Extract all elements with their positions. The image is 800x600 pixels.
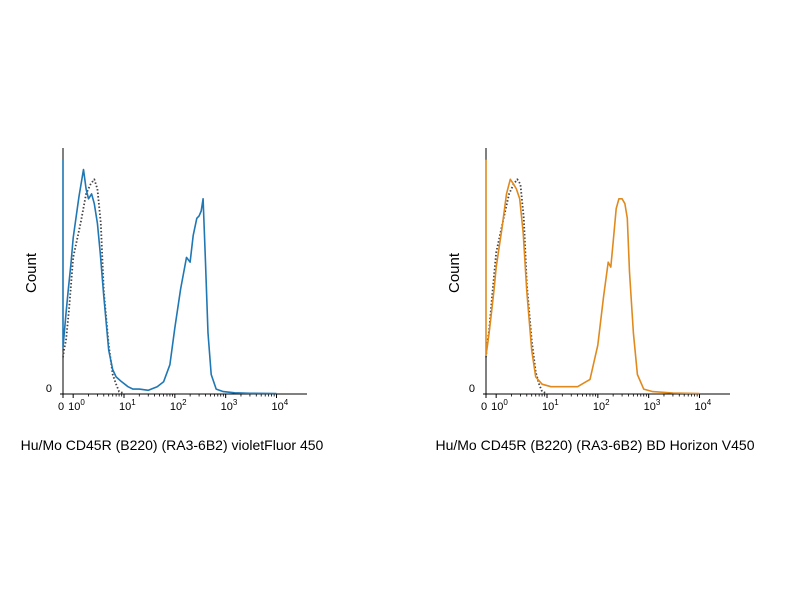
x-tick-label: 104 [272,398,289,413]
x-tick-label: 0 [481,401,487,413]
x-tick-label: 101 [119,398,136,413]
histogram-panel-2: 0 100 101 102 103 104 0 Count Hu/Mo CD45R (B220)… [435,148,755,453]
y-axis-label: Count [446,252,463,293]
y-tick-label: 0 [469,383,475,395]
x-axis-label: Hu/Mo CD45R (B220) (RA3-6B2) BD Horizon … [435,437,754,453]
control-histogram-line [62,178,125,395]
y-tick-label: 0 [46,383,52,395]
x-tick-label: 100 [68,398,85,413]
x-axis-label: Hu/Mo CD45R (B220) (RA3-6B2) violetFluor… [21,437,324,453]
x-tick-label: 0 [58,401,64,413]
stained-histogram-line [485,159,700,395]
control-histogram-line [485,178,548,395]
x-tick-label: 101 [542,398,559,413]
x-tick-label: 103 [644,398,661,413]
x-tick-label: 102 [170,398,187,413]
x-tick-label: 100 [491,398,508,413]
histogram-panel-1: 0 100 101 102 103 104 0 Count Hu/Mo CD45R (B220)… [21,148,324,453]
x-tick-label: 103 [221,398,238,413]
stained-histogram-line [62,159,277,395]
x-tick-label: 104 [695,398,712,413]
x-tick-label: 102 [593,398,610,413]
y-axis-label: Count [23,252,40,293]
